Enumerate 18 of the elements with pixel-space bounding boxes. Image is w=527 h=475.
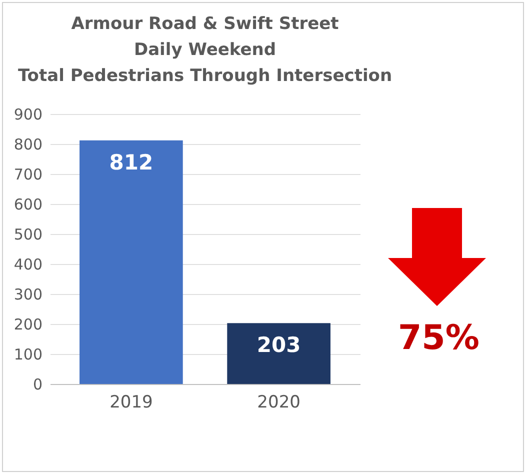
y-tick-label: 700 [14, 166, 42, 184]
y-tick-label: 0 [32, 376, 42, 394]
y-tick-label: 900 [14, 106, 42, 124]
y-tick-label: 800 [14, 136, 42, 154]
x-tick-label: 2019 [110, 392, 153, 412]
y-tick-label: 100 [14, 346, 42, 364]
text: Total Pedestrians Through Intersection [18, 66, 392, 86]
text: 75% [398, 318, 480, 358]
y-tick-label: 200 [14, 316, 42, 334]
x-tick-label: 2020 [257, 392, 300, 412]
y-tick-label: 300 [14, 286, 42, 304]
y-tick-label: 600 [14, 196, 42, 214]
text: Armour Road & Swift Street [71, 14, 339, 34]
data-label: 203 [256, 333, 301, 358]
data-label: 812 [109, 150, 154, 174]
text: Daily Weekend [134, 40, 276, 60]
y-tick-label: 400 [14, 256, 42, 274]
y-tick-label: 500 [14, 226, 42, 244]
